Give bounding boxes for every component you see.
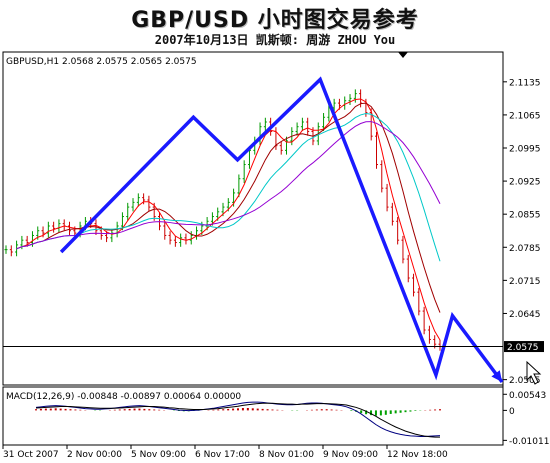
moving-average-line [16, 121, 441, 250]
forecast-arrowhead [491, 370, 503, 382]
chart-subtitle: 2007年10月13日 凯斯顿: 周游 ZHOU You [154, 33, 396, 47]
price-tick-label: 2.0785 [509, 244, 541, 254]
macd-tick-label: 0.00543 [509, 391, 546, 401]
current-price-label: 2.0575 [507, 343, 539, 353]
time-tick-label: 8 Nov 01:00 [259, 450, 314, 460]
time-tick-label: 2 Nov 00:00 [67, 450, 122, 460]
time-tick-label: 5 Nov 09:00 [131, 450, 186, 460]
symbol-label: GBPUSD,H1 2.0568 2.0575 2.0565 2.0575 [6, 57, 197, 67]
price-pane [2, 51, 504, 386]
current-price-box [504, 341, 544, 353]
time-tick-label: 6 Nov 17:00 [195, 450, 250, 460]
price-tick-label: 2.0855 [509, 211, 541, 221]
price-tick-label: 2.1065 [509, 111, 541, 121]
macd-tick-label: -0.01011 [509, 437, 549, 447]
price-tick-label: 2.0925 [509, 178, 541, 188]
price-tick-label: 2.0645 [509, 310, 541, 320]
price-tick-label: 2.0995 [509, 145, 541, 155]
macd-line [35, 401, 441, 437]
forecast-path-line [59, 76, 504, 384]
moving-average-line [16, 113, 441, 262]
mouse-cursor-icon [526, 360, 542, 385]
chart-shift-marker [398, 52, 408, 58]
time-tick-label: 12 Nov 18:00 [387, 450, 448, 460]
price-tick-label: 2.0715 [509, 277, 541, 287]
time-tick-label: 31 Oct 2007 [3, 450, 59, 460]
price-tick-label: 2.0505 [509, 376, 541, 386]
macd-signal-line [35, 402, 440, 438]
price-tick-label: 2.1135 [509, 78, 541, 88]
chart-title: GBP/USD 小时图交易参考 [131, 8, 419, 33]
macd-label: MACD(12,26,9) -0.00848 -0.00897 0.00064 … [6, 392, 241, 402]
time-tick-label: 9 Nov 09:00 [323, 450, 378, 460]
macd-tick-label: 0 [509, 407, 515, 417]
